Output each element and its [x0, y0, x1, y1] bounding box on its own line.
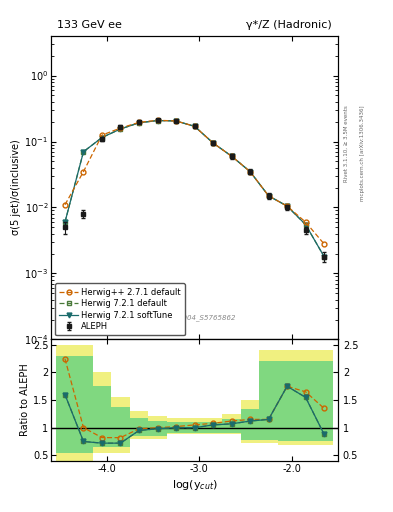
Line: Herwig 7.2.1 softTune: Herwig 7.2.1 softTune: [62, 118, 327, 259]
Herwig++ 2.7.1 default: [174, 118, 178, 124]
Herwig 7.2.1 softTune: [248, 168, 252, 175]
Herwig 7.2.1 softTune: [229, 153, 234, 159]
X-axis label: log(y$_{cut}$): log(y$_{cut}$): [171, 478, 218, 492]
Herwig 7.2.1 default: [266, 193, 271, 199]
Herwig++ 2.7.1 default: [266, 193, 271, 199]
Herwig 7.2.1 softTune: [211, 140, 215, 146]
Line: Herwig 7.2.1 default: Herwig 7.2.1 default: [62, 118, 327, 259]
Herwig 7.2.1 default: [62, 219, 67, 225]
Line: Herwig++ 2.7.1 default: Herwig++ 2.7.1 default: [62, 118, 327, 246]
Herwig++ 2.7.1 default: [137, 119, 141, 125]
Herwig 7.2.1 default: [192, 123, 197, 130]
Herwig 7.2.1 default: [137, 120, 141, 126]
Text: Rivet 3.1.10, ≥ 3.5M events: Rivet 3.1.10, ≥ 3.5M events: [344, 105, 349, 182]
Herwig++ 2.7.1 default: [155, 117, 160, 123]
Herwig 7.2.1 default: [155, 117, 160, 123]
Herwig++ 2.7.1 default: [303, 219, 308, 225]
Y-axis label: σ(5 jet)/σ(inclusive): σ(5 jet)/σ(inclusive): [11, 140, 21, 236]
Herwig++ 2.7.1 default: [81, 168, 86, 175]
Herwig 7.2.1 softTune: [100, 135, 105, 141]
Herwig 7.2.1 softTune: [62, 219, 67, 225]
Herwig++ 2.7.1 default: [285, 203, 289, 209]
Herwig 7.2.1 default: [322, 253, 327, 260]
Herwig++ 2.7.1 default: [248, 168, 252, 175]
Herwig++ 2.7.1 default: [192, 123, 197, 130]
Herwig 7.2.1 softTune: [155, 117, 160, 123]
Herwig++ 2.7.1 default: [322, 241, 327, 247]
Herwig 7.2.1 default: [174, 118, 178, 124]
Text: 133 GeV ee: 133 GeV ee: [57, 20, 122, 30]
Y-axis label: Ratio to ALEPH: Ratio to ALEPH: [20, 364, 30, 436]
Legend: Herwig++ 2.7.1 default, Herwig 7.2.1 default, Herwig 7.2.1 softTune, ALEPH: Herwig++ 2.7.1 default, Herwig 7.2.1 def…: [55, 283, 185, 335]
Herwig 7.2.1 default: [81, 148, 86, 155]
Herwig 7.2.1 default: [211, 140, 215, 146]
Herwig++ 2.7.1 default: [118, 125, 123, 131]
Herwig 7.2.1 default: [100, 135, 105, 141]
Herwig 7.2.1 default: [303, 222, 308, 228]
Herwig 7.2.1 softTune: [303, 222, 308, 228]
Text: γ*/Z (Hadronic): γ*/Z (Hadronic): [246, 20, 332, 30]
Herwig 7.2.1 softTune: [322, 253, 327, 260]
Herwig 7.2.1 default: [118, 126, 123, 132]
Herwig++ 2.7.1 default: [229, 153, 234, 159]
Herwig++ 2.7.1 default: [100, 132, 105, 138]
Herwig 7.2.1 default: [229, 153, 234, 159]
Herwig 7.2.1 softTune: [174, 118, 178, 124]
Herwig 7.2.1 softTune: [81, 148, 86, 155]
Herwig 7.2.1 default: [248, 168, 252, 175]
Herwig++ 2.7.1 default: [211, 140, 215, 146]
Herwig 7.2.1 softTune: [192, 123, 197, 130]
Herwig 7.2.1 softTune: [118, 126, 123, 132]
Herwig 7.2.1 softTune: [137, 120, 141, 126]
Text: mcplots.cern.ch [arXiv:1306.3436]: mcplots.cern.ch [arXiv:1306.3436]: [360, 106, 365, 201]
Text: ALEPH_2004_S5765862: ALEPH_2004_S5765862: [153, 314, 236, 321]
Herwig 7.2.1 softTune: [285, 203, 289, 209]
Herwig++ 2.7.1 default: [62, 202, 67, 208]
Herwig 7.2.1 softTune: [266, 193, 271, 199]
Herwig 7.2.1 default: [285, 203, 289, 209]
